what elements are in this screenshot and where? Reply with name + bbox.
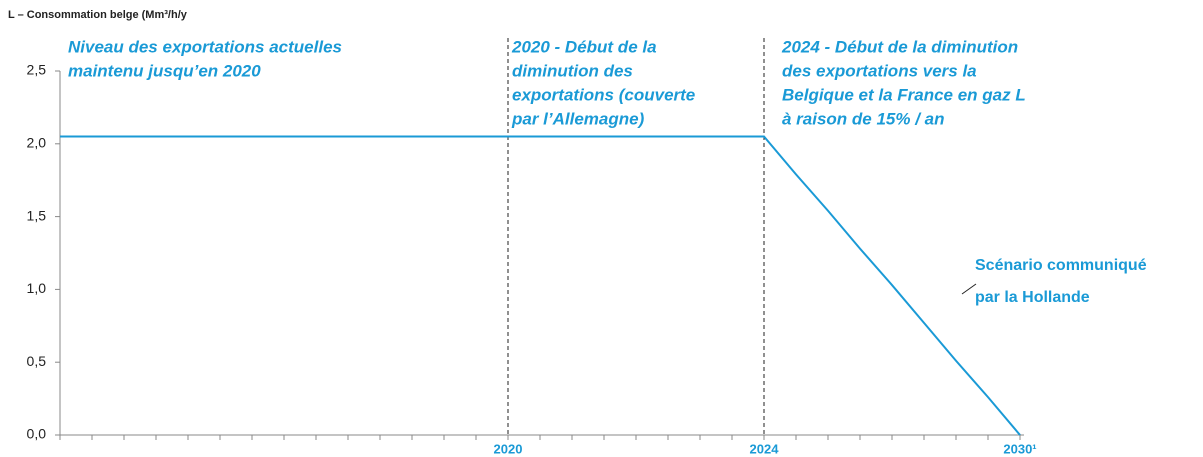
- annotation: par l’Allemagne): [511, 109, 645, 128]
- series-label: par la Hollande: [975, 289, 1090, 306]
- y-tick-label: 0,5: [27, 353, 47, 369]
- annotation: 2020 - Début de la: [511, 37, 657, 56]
- y-tick-label: 2,0: [27, 135, 47, 151]
- annotation: exportations (couverte: [512, 85, 695, 104]
- y-tick-label: 0,0: [27, 426, 47, 442]
- line-series: [60, 135, 1021, 436]
- annotation: diminution des: [512, 61, 633, 80]
- x-tick-label: 2024: [750, 441, 780, 456]
- y-tick-label: 2,5: [27, 62, 47, 78]
- x-tick-label: 2020: [494, 441, 523, 456]
- annotation: des exportations vers la: [782, 61, 977, 80]
- annotation: 2024 - Début de la diminution: [781, 37, 1018, 56]
- series-label: Scénario communiqué: [975, 257, 1147, 274]
- y-tick-label: 1,0: [27, 280, 47, 296]
- annotation: Niveau des exportations actuelles: [68, 37, 342, 56]
- chart-title: L – Consommation belge (Mm³/h/y: [8, 9, 188, 21]
- annotation: à raison de 15% / an: [782, 109, 945, 128]
- annotation: maintenu jusqu’en 2020: [68, 61, 261, 80]
- x-tick-label: 2030¹: [1003, 441, 1036, 456]
- annotation: Belgique et la France en gaz L: [782, 85, 1026, 104]
- leader-line: [961, 283, 977, 295]
- y-tick-label: 1,5: [27, 207, 47, 223]
